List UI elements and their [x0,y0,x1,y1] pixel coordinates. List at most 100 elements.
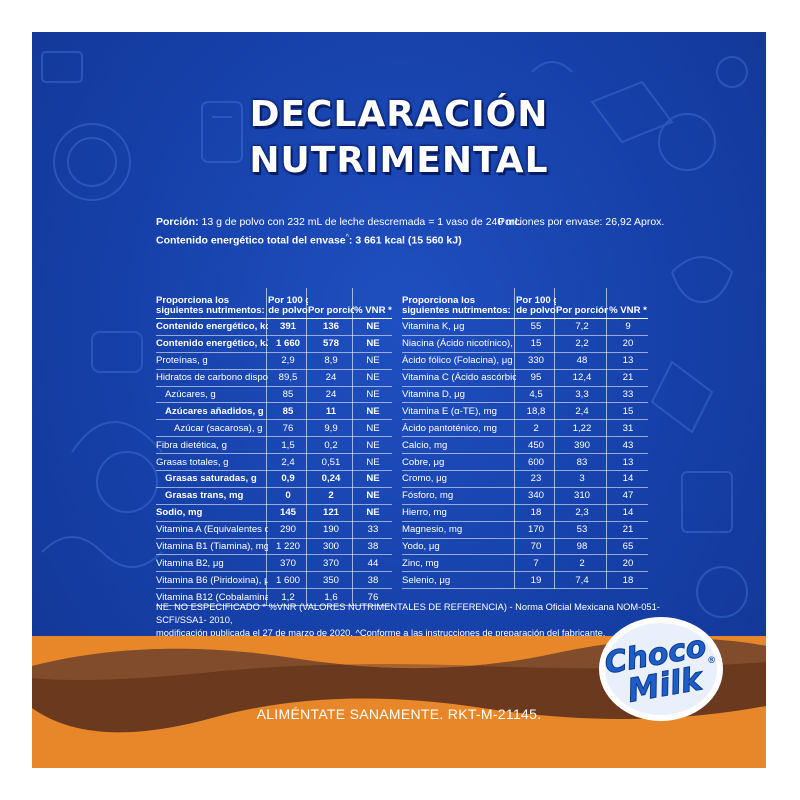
table-row: Vitamina B12 (Cobalamina), μg 1,2 1,6 76 [156,589,392,607]
table-row: Azúcares añadidos, g 85 11 NE [156,403,392,421]
vnr-value: 15 [622,405,634,417]
footnote: NE: NO ESPECIFICADO * %VNR (VALORES NUTR… [156,601,676,640]
per100-value: 70 [530,541,542,553]
nutrient-name: Vitamina C (Ácido ascórbico), mg [402,372,516,384]
per100-value: 2,4 [281,456,295,468]
per100-value: 89,5 [278,372,298,384]
per100-value: 1 660 [275,338,300,350]
header-nutrient-line1: Proporciona los [402,296,476,306]
total-energy: Contenido energético total del envase^: … [156,231,462,248]
vnr-value: 33 [367,524,379,536]
table-row: Magnesio, mg 170 53 21 [402,522,648,539]
table-row: Vitamina K, μg 55 7,2 9 [402,319,648,336]
header-per100-line2: de polvo [268,305,308,316]
nutrient-name: Azúcares, g [165,389,216,400]
table-row: Grasas saturadas, g 0,9 0,24 NE [156,471,392,488]
header-vnr: % VNR * [354,306,392,316]
chocomilk-logo: Choco Milk ® [599,617,723,721]
vnr-value: 43 [622,439,634,451]
nutrient-name: Vitamina A (Equivalentes de retinol) μg [156,524,268,536]
vnr-value: 21 [622,524,634,536]
table-row: Vitamina A (Equivalentes de retinol) μg 2… [156,522,392,539]
vnr-value: 14 [622,473,634,485]
per-portion-value: 8,9 [324,355,338,367]
table-row: Fósforo, mg 340 310 47 [402,488,648,505]
table-row: Fibra dietética, g 1,5 0,2 NE [156,437,392,455]
header-nutrient: Proporciona los siguientes nutrimentos: [156,296,268,316]
per100-value: 1,2 [281,591,295,603]
per-portion-value: 350 [322,574,339,586]
per100-value: 290 [279,524,296,536]
vnr-value: 38 [367,541,379,553]
nutrient-name: Fibra dietética, g [156,439,227,451]
nutrient-name: Zinc, mg [402,557,439,569]
per100-value: 1,5 [281,439,295,451]
table-row: Vitamina E (α-TE), mg 18,8 2,4 15 [402,403,648,421]
header-per100: Por 100 g de polvo [268,296,308,316]
table-row: Azúcar (sacarosa), g 76 9,9 NE [156,420,392,438]
per-portion-value: 578 [322,338,339,350]
portions-per-pack: Porciones por envase: 26,92 Aprox. [498,216,665,228]
per100-value: 1 220 [275,541,300,553]
nutrient-name: Proteínas, g [156,355,208,367]
per100-value: 1 600 [275,574,300,586]
table-row: Vitamina D, μg 4,5 3,3 33 [402,387,648,404]
per-portion-value: 48 [576,355,588,367]
header-per100: Por 100 g de polvo [516,296,556,316]
header-per-portion: Por porción* [308,306,354,316]
table-row: Cromo, μg 23 3 14 [402,471,648,488]
per100-value: 76 [282,422,294,434]
page-title: DECLARACIÓN NUTRIMENTAL [32,92,766,184]
vnr-value: 44 [367,557,379,569]
vnr-value: NE [366,439,380,451]
table-row: Contenido energético, kcal 391 136 NE [156,319,392,336]
header-vnr: % VNR * [609,306,647,316]
header-per-portion: Por porción* [556,306,608,316]
per-portion-value: 3 [579,473,585,485]
table-row: Azúcares, g 85 24 NE [156,387,392,404]
per-portion-value: 2 [579,557,585,569]
nutrient-name: Sodio, mg [156,507,203,519]
vnr-value: NE [366,389,380,400]
nutrient-name: Selenio, μg [402,574,451,586]
nutrient-name: Grasas saturadas, g [165,473,257,485]
table-row: Hidratos de carbono disponibles, g 89,5 24… [156,370,392,387]
header-per100-line1: Por 100 g [268,296,308,306]
nutrient-name: Vitamina D, μg [402,389,465,400]
energy-sup: ^ [345,234,349,241]
table-row: Grasas trans, mg 0 2 NE [156,488,392,505]
kitchen-doodle-background [41,51,748,618]
header-nutrient-line2: siguientes nutrimentos: [402,305,511,316]
per100-value: 0,9 [281,473,295,485]
nutrient-name: Vitamina B1 (Tiamina), mg [156,541,268,553]
nutrition-panel: DECLARACIÓN NUTRIMENTAL Porción: 13 g de… [32,32,766,768]
per-portion-value: 98 [576,541,588,553]
per100-value: 18,8 [526,405,546,417]
table-row: Vitamina C (Ácido ascórbico), mg 95 12,4 21 [402,370,648,387]
per-portion-value: 0,51 [321,456,341,468]
nutrient-name: Fósforo, mg [402,490,454,502]
per100-value: 85 [282,389,294,400]
per100-value: 330 [527,355,544,367]
vnr-value: NE [366,321,380,333]
nutrient-name: Ácido fólico (Folacina), μg [402,355,513,367]
vnr-value: 33 [622,389,634,400]
nutrient-name: Ácido pantoténico, mg [402,422,497,434]
per-portion-value: 0,2 [324,439,338,451]
per-portion-value: 390 [573,439,590,451]
per100-value: 85 [282,405,294,417]
vnr-value: NE [366,405,380,417]
nutrient-name: Cromo, μg [402,473,447,485]
vnr-value: NE [366,422,380,434]
per100-value: 55 [530,321,542,333]
per100-value: 7 [533,557,539,569]
vnr-value: 13 [622,355,634,367]
per100-value: 2,9 [281,355,295,367]
per100-value: 19 [530,574,542,586]
nutrient-name: Contenido energético, kcal [156,321,268,333]
table-row: Hierro, mg 18 2,3 14 [402,505,648,522]
header-per100-line1: Por 100 g [516,296,556,306]
per100-value: 145 [279,507,296,519]
table-row: Selenio, μg 19 7,4 18 [402,572,648,590]
per-portion-value: 53 [576,524,588,536]
